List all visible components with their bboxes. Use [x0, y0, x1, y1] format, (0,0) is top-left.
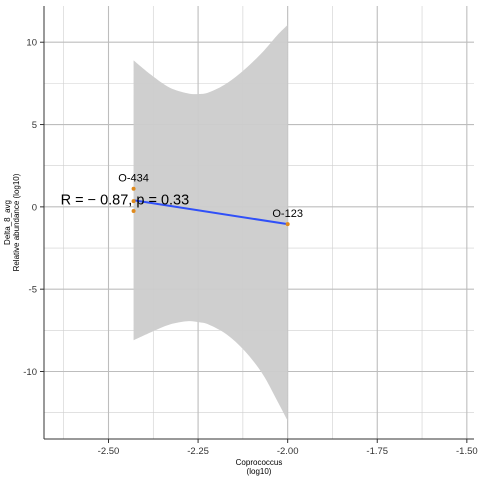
y-tick-label: 10	[26, 38, 37, 49]
correlation-annotation: R = − 0.87, p = 0.33	[61, 192, 190, 208]
point-label: O-123	[272, 208, 303, 220]
x-tick-label: -2.00	[277, 446, 299, 457]
y-tick-label: 0	[32, 202, 37, 213]
y-tick-label: -5	[29, 285, 37, 296]
data-point	[285, 222, 290, 227]
regression-line	[133, 199, 288, 226]
data-point	[131, 199, 136, 204]
x-tick-label: -1.75	[366, 446, 388, 457]
x-axis-unit: (log10)	[247, 467, 272, 476]
data-point	[131, 186, 136, 191]
fit-line	[133, 199, 288, 226]
y-axis-subtitle: Relative abundance (log10)	[12, 173, 21, 271]
y-tick-label: 5	[32, 120, 37, 131]
x-tick-label: -1.50	[456, 446, 478, 457]
axes: -2.50 -2.25 -2.00 -1.75 -1.50 -10 -5 0 5 10	[23, 6, 478, 457]
x-axis-title: Coprococcus	[236, 458, 283, 467]
y-tick-label: -10	[23, 367, 37, 378]
confidence-band-area	[133, 24, 288, 421]
x-tick-label: -2.25	[187, 446, 209, 457]
confidence-band	[133, 24, 288, 421]
point-label: O-434	[118, 173, 149, 185]
y-axis-title: Delta_8_avg	[3, 200, 12, 245]
data-point	[131, 208, 136, 213]
data-points	[131, 186, 290, 227]
x-tick-label: -2.50	[98, 446, 120, 457]
point-labels: O-434 O-123	[118, 173, 303, 220]
